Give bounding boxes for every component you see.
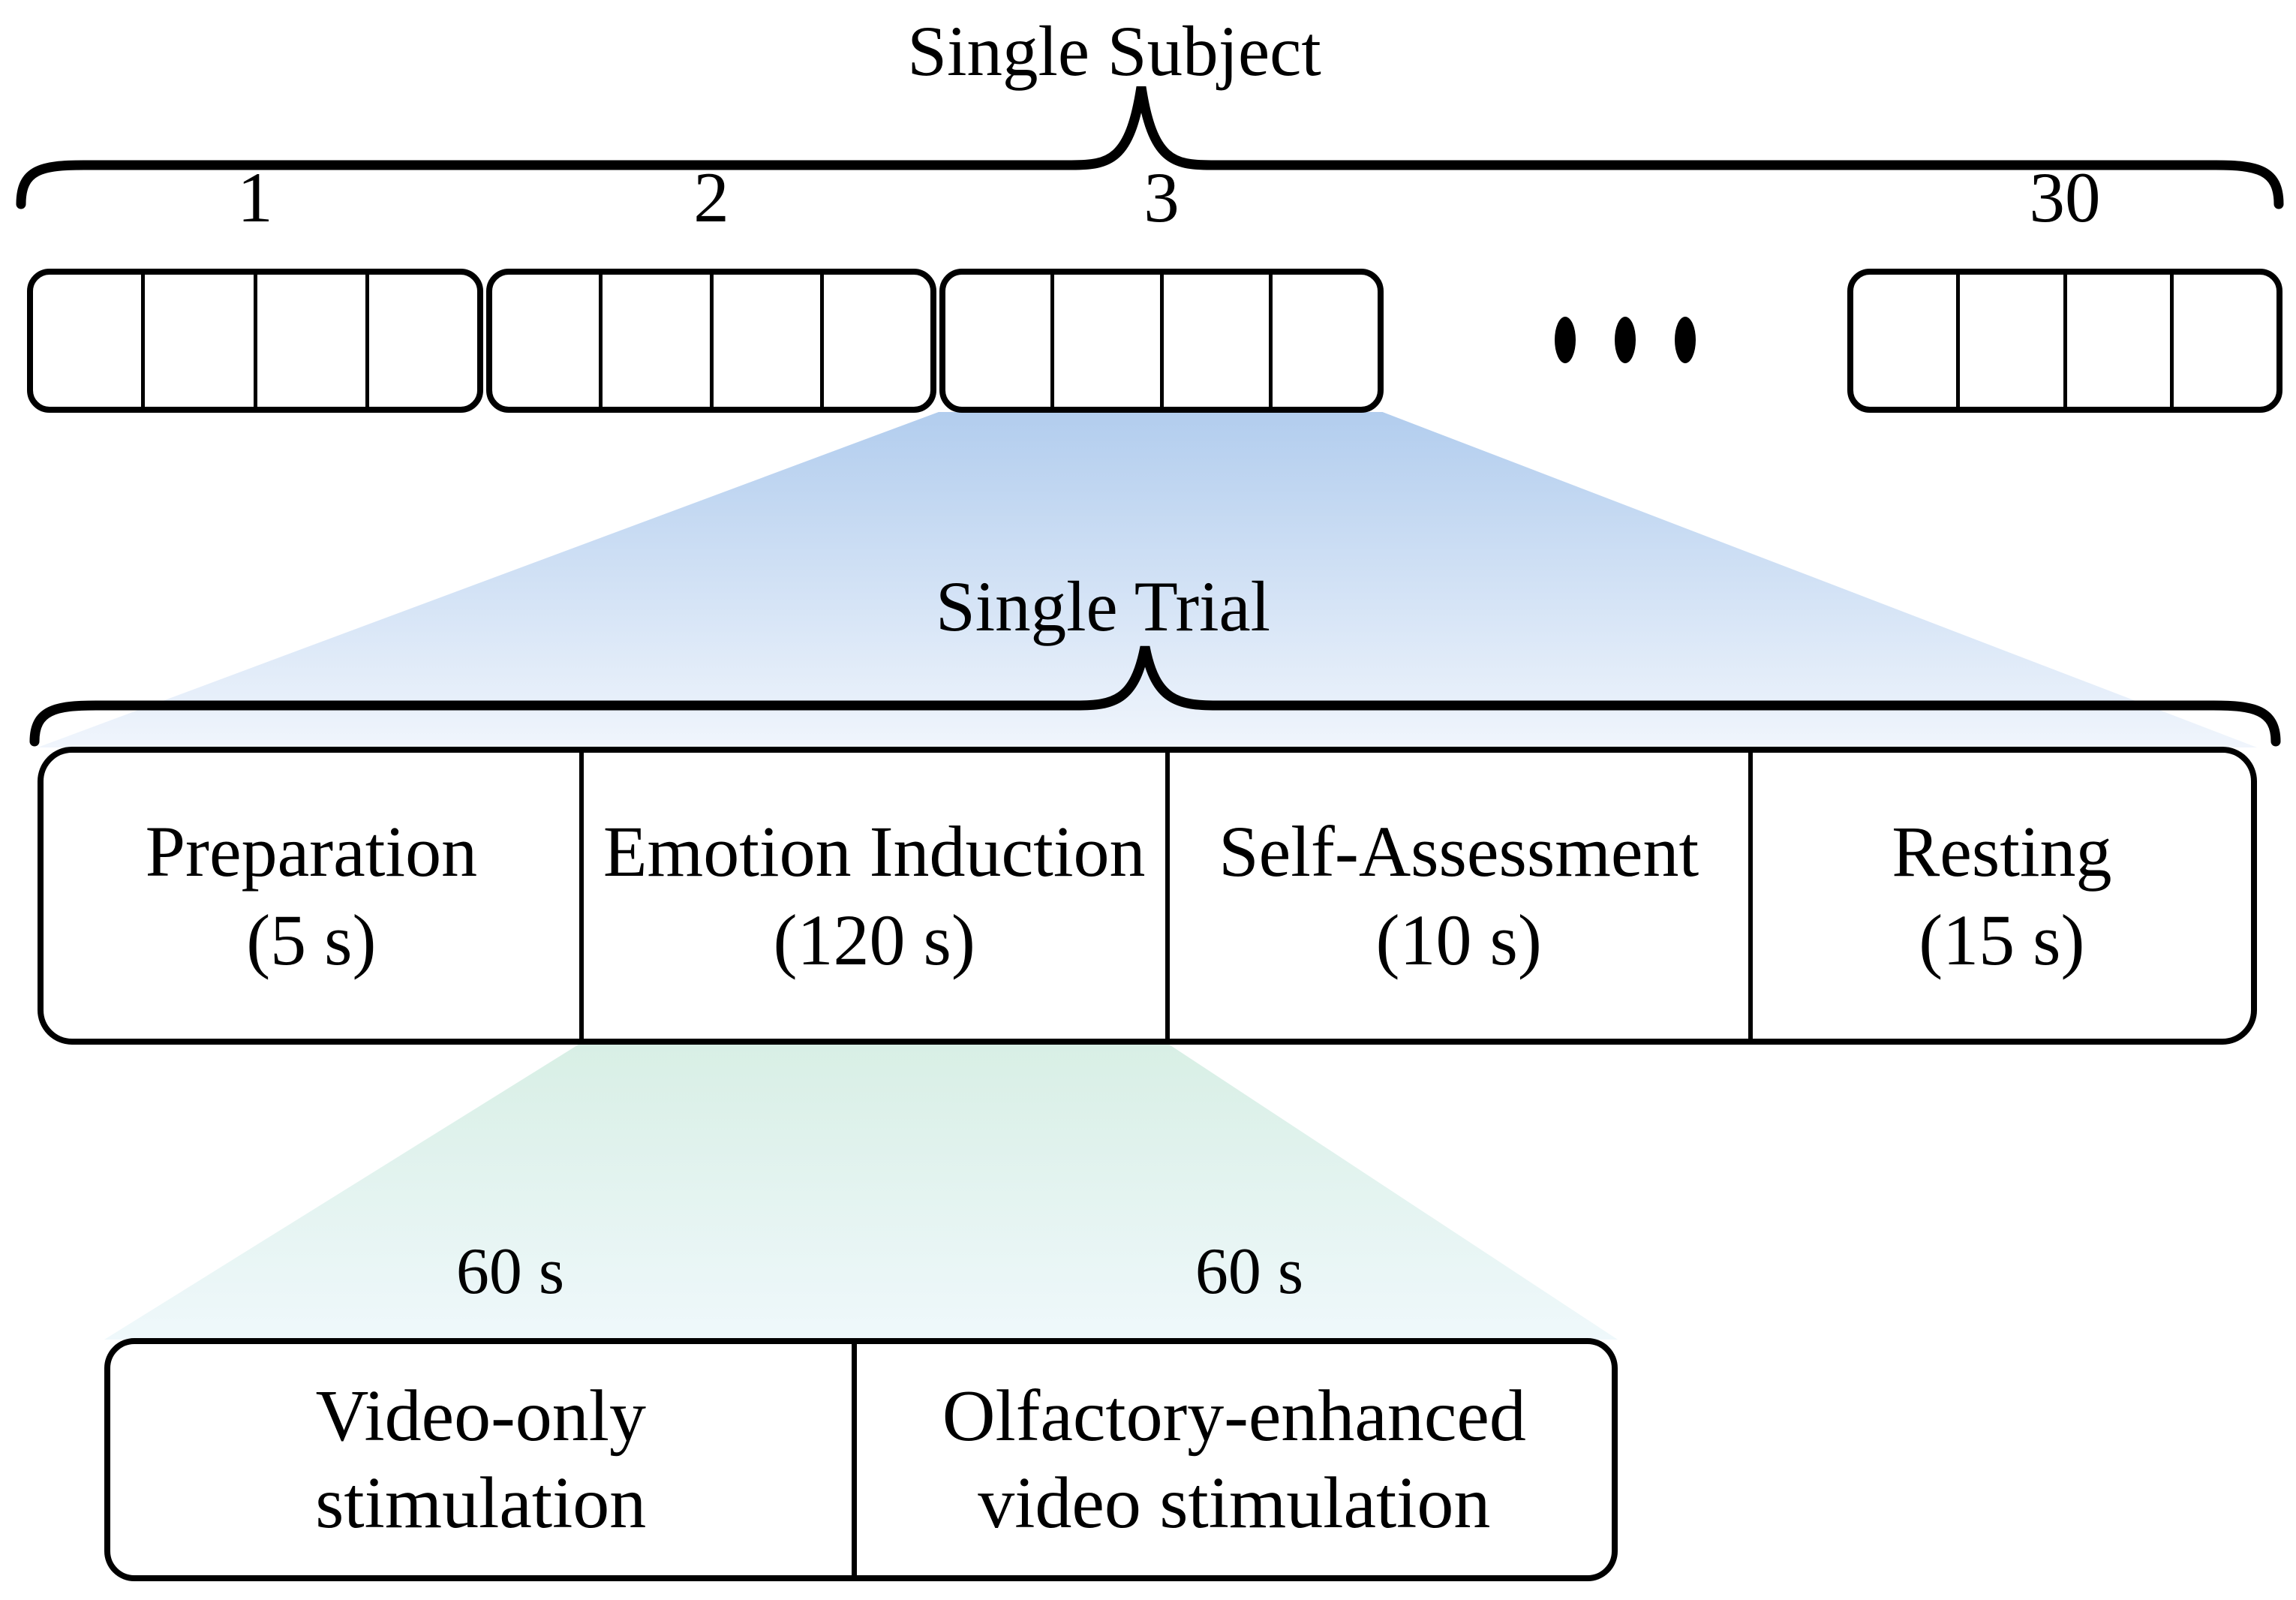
segment-line: stimulation <box>315 1463 647 1544</box>
trial-block-cell <box>599 275 709 407</box>
segment-line: video stimulation <box>978 1463 1491 1544</box>
trial-block-1 <box>27 269 483 413</box>
phase-duration: (120 s) <box>773 899 975 980</box>
trial-block-cell <box>253 275 365 407</box>
block-number-3: 3 <box>1143 158 1180 237</box>
segment-line: Olfactory-enhanced <box>942 1376 1526 1457</box>
phase-preparation: Preparation (5 s) <box>44 753 579 1039</box>
trial-block-cell <box>365 275 477 407</box>
trial-block-2 <box>486 269 936 413</box>
subject-brace <box>16 86 2284 209</box>
segment-line: Video-only <box>315 1376 647 1457</box>
ellipsis-dot <box>1555 317 1576 363</box>
block-number-2: 2 <box>693 158 729 237</box>
phase-name: Preparation <box>145 811 478 892</box>
trial-block-cell <box>1050 275 1159 407</box>
phase-self-assessment: Self-Assessment (10 s) <box>1165 753 1748 1039</box>
trial-block-cell <box>492 275 599 407</box>
block-number-30: 30 <box>2029 158 2101 237</box>
trial-block-cell <box>945 275 1050 407</box>
trial-block-cell <box>2063 275 2170 407</box>
trial-block-30 <box>1847 269 2282 413</box>
ellipsis-dot <box>1675 317 1696 363</box>
phase-resting: Resting (15 s) <box>1748 753 2251 1039</box>
trial-block-cell <box>1159 275 1269 407</box>
phase-name: Self-Assessment <box>1219 811 1699 892</box>
phase-emotion-induction: Emotion Induction (120 s) <box>579 753 1165 1039</box>
trial-block-3 <box>939 269 1384 413</box>
phase-name: Resting <box>1892 811 2112 892</box>
block-number-1: 1 <box>237 158 273 237</box>
segment-olfactory-enhanced: Olfactory-enhanced video stimulation <box>851 1344 1612 1575</box>
trial-brace <box>29 645 2281 747</box>
trial-block-cell <box>709 275 820 407</box>
subject-title: Single Subject <box>907 11 1321 91</box>
duration-label-left: 60 s <box>455 1235 565 1308</box>
trial-block-cell <box>1268 275 1378 407</box>
trial-block-cell <box>1853 275 1956 407</box>
ellipsis-dot <box>1615 317 1636 363</box>
duration-label-right: 60 s <box>1195 1235 1304 1308</box>
phase-duration: (10 s) <box>1375 899 1542 980</box>
trial-block-cell <box>141 275 253 407</box>
phase-duration: (15 s) <box>1919 899 2085 980</box>
phase-name: Emotion Induction <box>603 811 1146 892</box>
single-trial-box: Preparation (5 s) Emotion Induction (120… <box>38 747 2257 1045</box>
trial-block-cell <box>819 275 930 407</box>
segment-video-only: Video-only stimulation <box>110 1344 852 1575</box>
trial-block-cell <box>33 275 141 407</box>
trial-title: Single Trial <box>935 567 1271 646</box>
trial-block-cell <box>2169 275 2276 407</box>
phase-duration: (5 s) <box>246 899 377 980</box>
stimulation-box: Video-only stimulation Olfactory-enhance… <box>104 1338 1618 1581</box>
trial-block-cell <box>1956 275 2063 407</box>
